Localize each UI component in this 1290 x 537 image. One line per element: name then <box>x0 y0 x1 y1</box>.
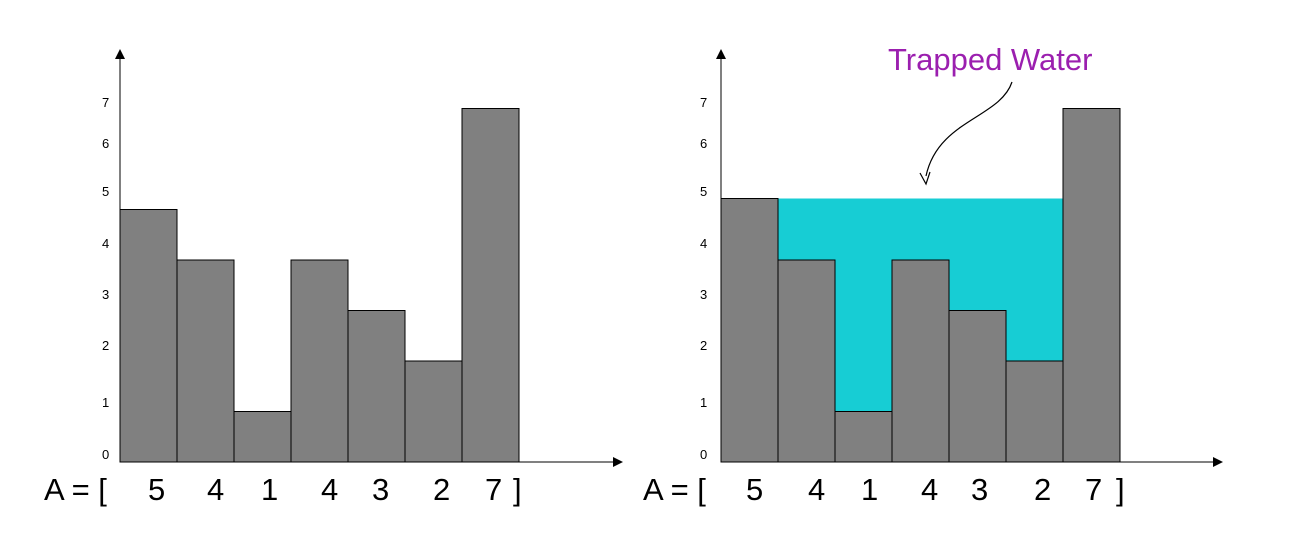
callout-label: Trapped Water <box>888 42 1092 77</box>
bar <box>720 198 779 463</box>
y-tick-label: 0 <box>102 447 109 462</box>
water-segment <box>949 198 1006 311</box>
callout-arrow <box>925 81 1013 177</box>
bar <box>777 259 836 463</box>
y-tick-label: 2 <box>102 338 109 353</box>
bar <box>1062 108 1121 463</box>
array-value: 4 <box>808 472 825 507</box>
water-segment <box>835 198 892 412</box>
y-tick-label: 4 <box>700 236 707 251</box>
y-tick-label: 5 <box>102 184 109 199</box>
array-value: 2 <box>433 472 450 507</box>
water-segment <box>892 198 949 260</box>
array-value: 3 <box>372 472 389 507</box>
array-value: 5 <box>746 472 763 507</box>
y-tick-label: 7 <box>700 95 707 110</box>
bar <box>290 259 349 463</box>
array-suffix: ] <box>1116 472 1125 507</box>
array-value: 3 <box>971 472 988 507</box>
y-tick-label: 4 <box>102 236 109 251</box>
y-tick-label: 3 <box>700 287 707 302</box>
bar <box>404 360 463 463</box>
array-value: 4 <box>321 472 338 507</box>
y-tick-label: 7 <box>102 95 109 110</box>
bar <box>461 108 520 463</box>
bar <box>119 209 178 463</box>
array-value: 1 <box>861 472 878 507</box>
y-tick-label: 3 <box>102 287 109 302</box>
array-value: 2 <box>1034 472 1051 507</box>
array-suffix: ] <box>513 472 522 507</box>
y-tick-label: 5 <box>700 184 707 199</box>
bar <box>1005 360 1064 463</box>
array-value: 7 <box>1085 472 1102 507</box>
bar <box>233 411 292 463</box>
array-value: 5 <box>148 472 165 507</box>
bar <box>891 259 950 463</box>
y-tick-label: 2 <box>700 338 707 353</box>
water-segment <box>778 198 835 260</box>
callout-arrowhead <box>919 171 931 186</box>
array-prefix: A = [ <box>44 472 107 507</box>
y-tick-label: 1 <box>700 395 707 410</box>
water-segment <box>1006 198 1063 361</box>
bar <box>948 310 1007 463</box>
bar <box>347 310 406 463</box>
y-tick-label: 6 <box>102 136 109 151</box>
array-prefix: A = [ <box>643 472 706 507</box>
array-value: 4 <box>207 472 224 507</box>
bar <box>834 411 893 463</box>
y-tick-label: 0 <box>700 447 707 462</box>
array-value: 7 <box>485 472 502 507</box>
array-value: 4 <box>921 472 938 507</box>
bar <box>176 259 235 463</box>
array-value: 1 <box>261 472 278 507</box>
y-tick-label: 1 <box>102 395 109 410</box>
y-tick-label: 6 <box>700 136 707 151</box>
